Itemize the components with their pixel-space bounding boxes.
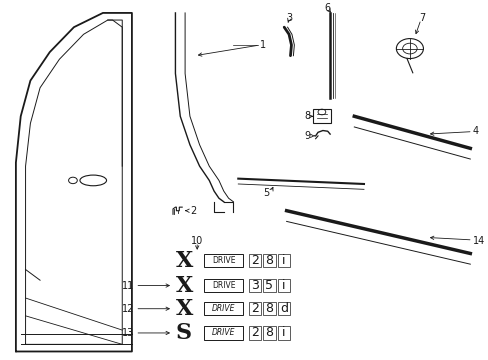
- Text: 2: 2: [189, 206, 196, 216]
- Text: 10: 10: [191, 236, 203, 246]
- Text: X: X: [175, 275, 192, 297]
- FancyBboxPatch shape: [277, 254, 289, 267]
- Text: 1: 1: [260, 40, 265, 50]
- FancyBboxPatch shape: [248, 326, 261, 340]
- Text: X: X: [175, 249, 192, 271]
- Text: 9: 9: [304, 131, 310, 141]
- Text: 8: 8: [265, 327, 273, 339]
- FancyBboxPatch shape: [204, 279, 243, 292]
- FancyBboxPatch shape: [263, 279, 275, 292]
- FancyBboxPatch shape: [263, 326, 275, 340]
- Text: i: i: [282, 327, 285, 339]
- Text: 8: 8: [265, 254, 273, 267]
- FancyBboxPatch shape: [263, 302, 275, 315]
- Text: 8: 8: [265, 302, 273, 315]
- FancyBboxPatch shape: [277, 302, 289, 315]
- Text: d: d: [280, 302, 287, 315]
- Text: 8: 8: [304, 111, 310, 121]
- Text: 14: 14: [472, 236, 484, 246]
- Text: 3: 3: [250, 279, 258, 292]
- Text: 11: 11: [122, 280, 134, 291]
- FancyBboxPatch shape: [313, 109, 330, 123]
- Text: 5: 5: [263, 188, 269, 198]
- FancyBboxPatch shape: [204, 254, 243, 267]
- Text: 13: 13: [122, 328, 134, 338]
- Text: 12: 12: [122, 304, 134, 314]
- Text: DRIVE: DRIVE: [212, 304, 235, 313]
- Text: 6: 6: [324, 3, 330, 13]
- FancyBboxPatch shape: [277, 326, 289, 340]
- Text: 2: 2: [250, 302, 258, 315]
- FancyBboxPatch shape: [277, 279, 289, 292]
- FancyBboxPatch shape: [204, 326, 243, 340]
- FancyBboxPatch shape: [248, 302, 261, 315]
- Text: i: i: [282, 279, 285, 292]
- Text: 3: 3: [285, 13, 291, 23]
- Text: DRIVE: DRIVE: [212, 328, 235, 337]
- Text: 4: 4: [472, 126, 478, 135]
- Text: X: X: [175, 298, 192, 320]
- FancyBboxPatch shape: [204, 302, 243, 315]
- Text: DRIVE: DRIVE: [212, 256, 235, 265]
- Text: 5: 5: [265, 279, 273, 292]
- FancyBboxPatch shape: [248, 254, 261, 267]
- FancyBboxPatch shape: [263, 254, 275, 267]
- Text: i: i: [282, 254, 285, 267]
- Text: DRIVE: DRIVE: [212, 281, 235, 290]
- Text: 2: 2: [250, 327, 258, 339]
- Text: S: S: [175, 322, 191, 344]
- FancyBboxPatch shape: [248, 279, 261, 292]
- Text: 7: 7: [419, 13, 425, 23]
- Text: 2: 2: [250, 254, 258, 267]
